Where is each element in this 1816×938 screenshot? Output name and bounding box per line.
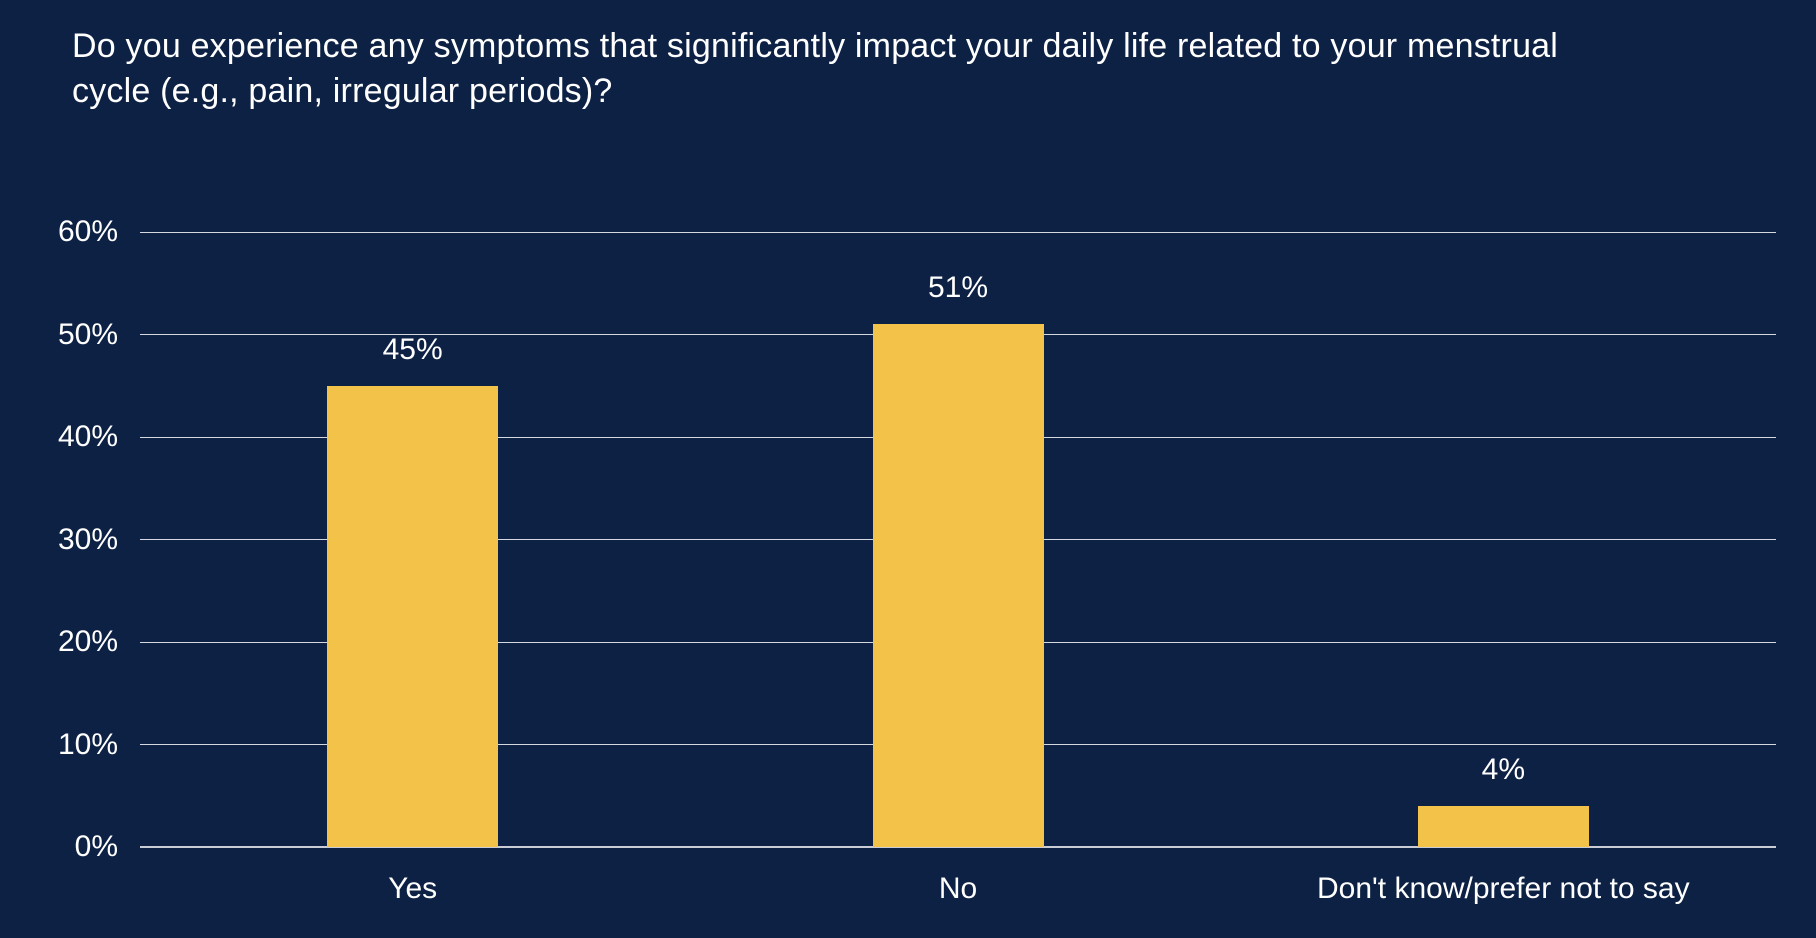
x-category-label: Don't know/prefer not to say bbox=[1317, 872, 1690, 905]
y-tick-label: 30% bbox=[57, 522, 118, 556]
y-tick-label: 60% bbox=[57, 215, 118, 248]
y-tick-label: 0% bbox=[74, 830, 118, 863]
x-axis-line bbox=[140, 846, 1776, 848]
x-category-label: Yes bbox=[388, 872, 438, 905]
chart-title: Do you experience any symptoms that sign… bbox=[72, 27, 1559, 110]
bar-value-label: 51% bbox=[927, 271, 989, 305]
y-tick-label: 50% bbox=[57, 317, 118, 351]
gridline bbox=[140, 231, 1776, 233]
bar-1 bbox=[327, 385, 499, 847]
x-category-label: No bbox=[938, 872, 978, 905]
bar-3 bbox=[1417, 806, 1589, 847]
y-tick-label: 40% bbox=[57, 420, 118, 453]
y-tick-label: 20% bbox=[57, 625, 118, 658]
bar-2 bbox=[872, 324, 1044, 847]
bar-value-label: 45% bbox=[382, 332, 443, 366]
y-tick-label: 10% bbox=[57, 727, 118, 761]
bar-value-label: 4% bbox=[1481, 753, 1525, 786]
